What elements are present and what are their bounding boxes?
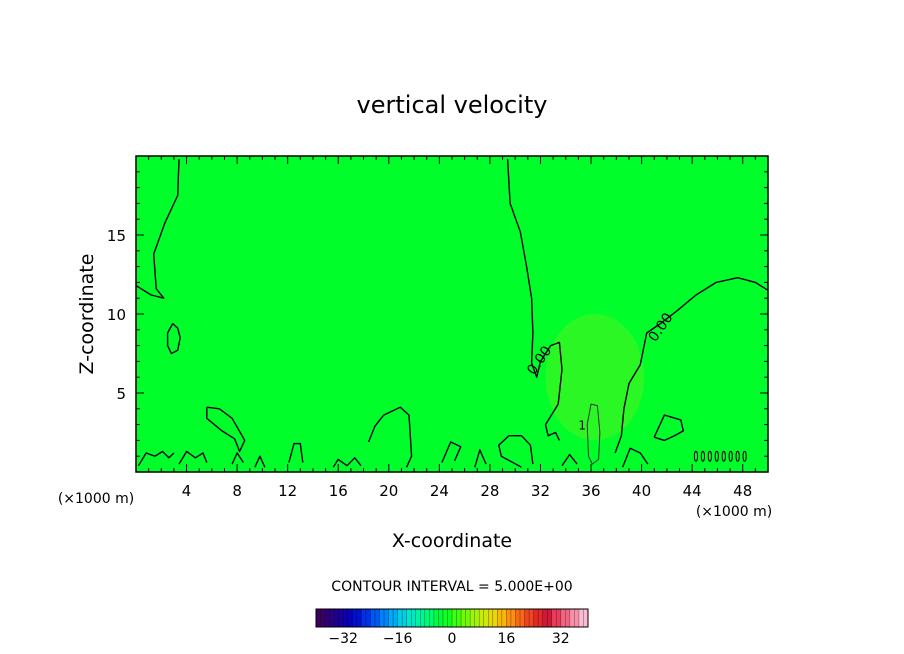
x-tick-label: 16: [329, 482, 348, 500]
contour-line: [254, 455, 266, 468]
x-tick-label: 44: [683, 482, 702, 500]
colorbar: [315, 608, 589, 628]
x-tick-label: 4: [182, 482, 192, 500]
x-tick-label: 28: [480, 482, 499, 500]
y-axis-label: Z-coordinate: [76, 254, 98, 375]
contour-line: [735, 450, 740, 462]
contour-line: [707, 450, 712, 462]
chart-title: vertical velocity: [357, 91, 548, 119]
x-tick-label: 48: [733, 482, 752, 500]
x-axis-label: X-coordinate: [392, 530, 512, 552]
y-tick-labels: 5 10 15: [107, 227, 126, 403]
colorbar-tick-label: −32: [328, 631, 358, 647]
contour-line: [474, 449, 487, 468]
contour-line: [206, 406, 246, 453]
plot-area: 0.000.001: [135, 155, 769, 473]
contour-line: [714, 450, 719, 462]
contour-interval-label: CONTOUR INTERVAL = 5.000E+00: [331, 579, 572, 595]
contour-label: 1: [578, 418, 586, 432]
contour-lines: [135, 159, 769, 468]
contour-line: [441, 441, 462, 463]
contour-line: [700, 450, 706, 462]
contour-line: [332, 457, 362, 468]
x-tick-label: 24: [430, 482, 449, 500]
x-tick-label: 32: [531, 482, 550, 500]
contour-labels: 0.000.001: [524, 310, 676, 432]
axis-ticks: [136, 156, 768, 472]
colorbar-labels: −32 −16 0 16 32: [328, 631, 569, 647]
contour-line: [728, 450, 733, 462]
contour-line: [561, 453, 578, 467]
x-tick-labels: 4 8 12 16 20 24 28 32 36 40 44 48: [182, 482, 752, 500]
contour-line: [621, 447, 649, 468]
y-tick-label: 15: [107, 227, 126, 245]
colorbar-tick-label: −16: [383, 631, 413, 647]
contour-line: [367, 406, 413, 468]
updraft-shading: [545, 314, 645, 441]
contour-line: [506, 159, 563, 441]
colorbar-frame: [315, 608, 589, 628]
colorbar-tick-label: 32: [552, 631, 570, 647]
contour-line: [178, 450, 208, 465]
contour-line: [166, 322, 181, 355]
contour-line: [614, 277, 769, 454]
x-unit-right: (×1000 m): [696, 504, 772, 520]
contour-line: [288, 442, 304, 463]
contour-line: [653, 414, 684, 442]
contour-line: [137, 450, 175, 467]
contour-line: [586, 403, 601, 465]
y-tick-label: 5: [116, 385, 126, 403]
contour-line: [231, 452, 244, 465]
contour-line: [742, 450, 747, 462]
contour-line: [498, 435, 534, 468]
x-tick-label: 40: [632, 482, 651, 500]
contour-line: [135, 159, 180, 299]
contour-line: [721, 450, 726, 462]
x-tick-label: 8: [232, 482, 242, 500]
x-tick-label: 20: [379, 482, 398, 500]
colorbar-tick-label: 0: [448, 631, 457, 647]
y-tick-label: 10: [107, 306, 126, 324]
colorbar-tick-label: 16: [497, 631, 515, 647]
x-unit-left: (×1000 m): [58, 491, 134, 507]
x-tick-label: 12: [278, 482, 297, 500]
contour-line: [693, 450, 699, 462]
x-tick-label: 36: [581, 482, 600, 500]
